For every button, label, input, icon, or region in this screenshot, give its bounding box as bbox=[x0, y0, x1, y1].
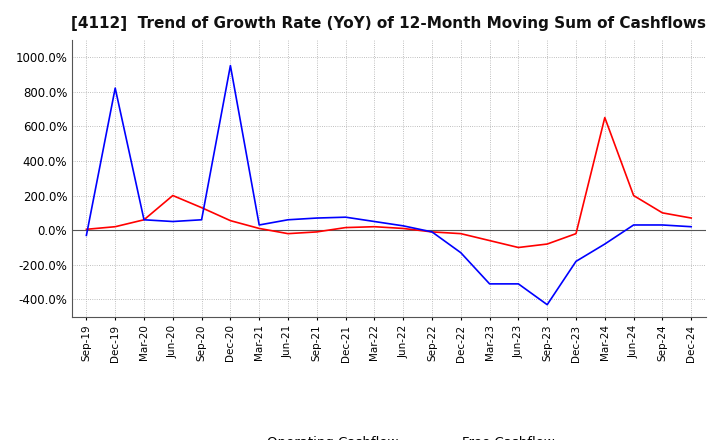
Operating Cashflow bbox=[226, 218, 235, 223]
Free Cashflow bbox=[140, 217, 148, 222]
Free Cashflow bbox=[312, 216, 321, 221]
Operating Cashflow bbox=[485, 238, 494, 243]
Operating Cashflow bbox=[111, 224, 120, 229]
Free Cashflow bbox=[658, 222, 667, 227]
Line: Free Cashflow: Free Cashflow bbox=[86, 66, 691, 304]
Free Cashflow bbox=[514, 281, 523, 286]
Operating Cashflow bbox=[341, 225, 350, 230]
Operating Cashflow bbox=[543, 242, 552, 247]
Free Cashflow bbox=[226, 63, 235, 68]
Free Cashflow bbox=[600, 242, 609, 247]
Operating Cashflow bbox=[687, 216, 696, 221]
Free Cashflow bbox=[572, 259, 580, 264]
Free Cashflow bbox=[629, 222, 638, 227]
Operating Cashflow bbox=[456, 231, 465, 236]
Free Cashflow bbox=[456, 250, 465, 255]
Free Cashflow bbox=[428, 229, 436, 235]
Operating Cashflow bbox=[82, 227, 91, 232]
Operating Cashflow bbox=[255, 226, 264, 231]
Operating Cashflow bbox=[370, 224, 379, 229]
Operating Cashflow bbox=[514, 245, 523, 250]
Operating Cashflow bbox=[572, 231, 580, 236]
Free Cashflow bbox=[255, 222, 264, 227]
Operating Cashflow bbox=[197, 205, 206, 210]
Title: [4112]  Trend of Growth Rate (YoY) of 12-Month Moving Sum of Cashflows: [4112] Trend of Growth Rate (YoY) of 12-… bbox=[71, 16, 706, 32]
Free Cashflow bbox=[111, 85, 120, 91]
Legend: Operating Cashflow, Free Cashflow: Operating Cashflow, Free Cashflow bbox=[218, 431, 559, 440]
Operating Cashflow bbox=[168, 193, 177, 198]
Operating Cashflow bbox=[399, 226, 408, 231]
Operating Cashflow bbox=[629, 193, 638, 198]
Free Cashflow bbox=[284, 217, 292, 222]
Free Cashflow bbox=[687, 224, 696, 229]
Line: Operating Cashflow: Operating Cashflow bbox=[86, 117, 691, 247]
Free Cashflow bbox=[82, 233, 91, 238]
Operating Cashflow bbox=[428, 229, 436, 235]
Free Cashflow bbox=[399, 223, 408, 228]
Free Cashflow bbox=[341, 215, 350, 220]
Free Cashflow bbox=[197, 217, 206, 222]
Operating Cashflow bbox=[312, 229, 321, 235]
Operating Cashflow bbox=[284, 231, 292, 236]
Operating Cashflow bbox=[600, 115, 609, 120]
Free Cashflow bbox=[370, 219, 379, 224]
Operating Cashflow bbox=[658, 210, 667, 216]
Operating Cashflow bbox=[140, 217, 148, 222]
Free Cashflow bbox=[168, 219, 177, 224]
Free Cashflow bbox=[485, 281, 494, 286]
Free Cashflow bbox=[543, 302, 552, 307]
